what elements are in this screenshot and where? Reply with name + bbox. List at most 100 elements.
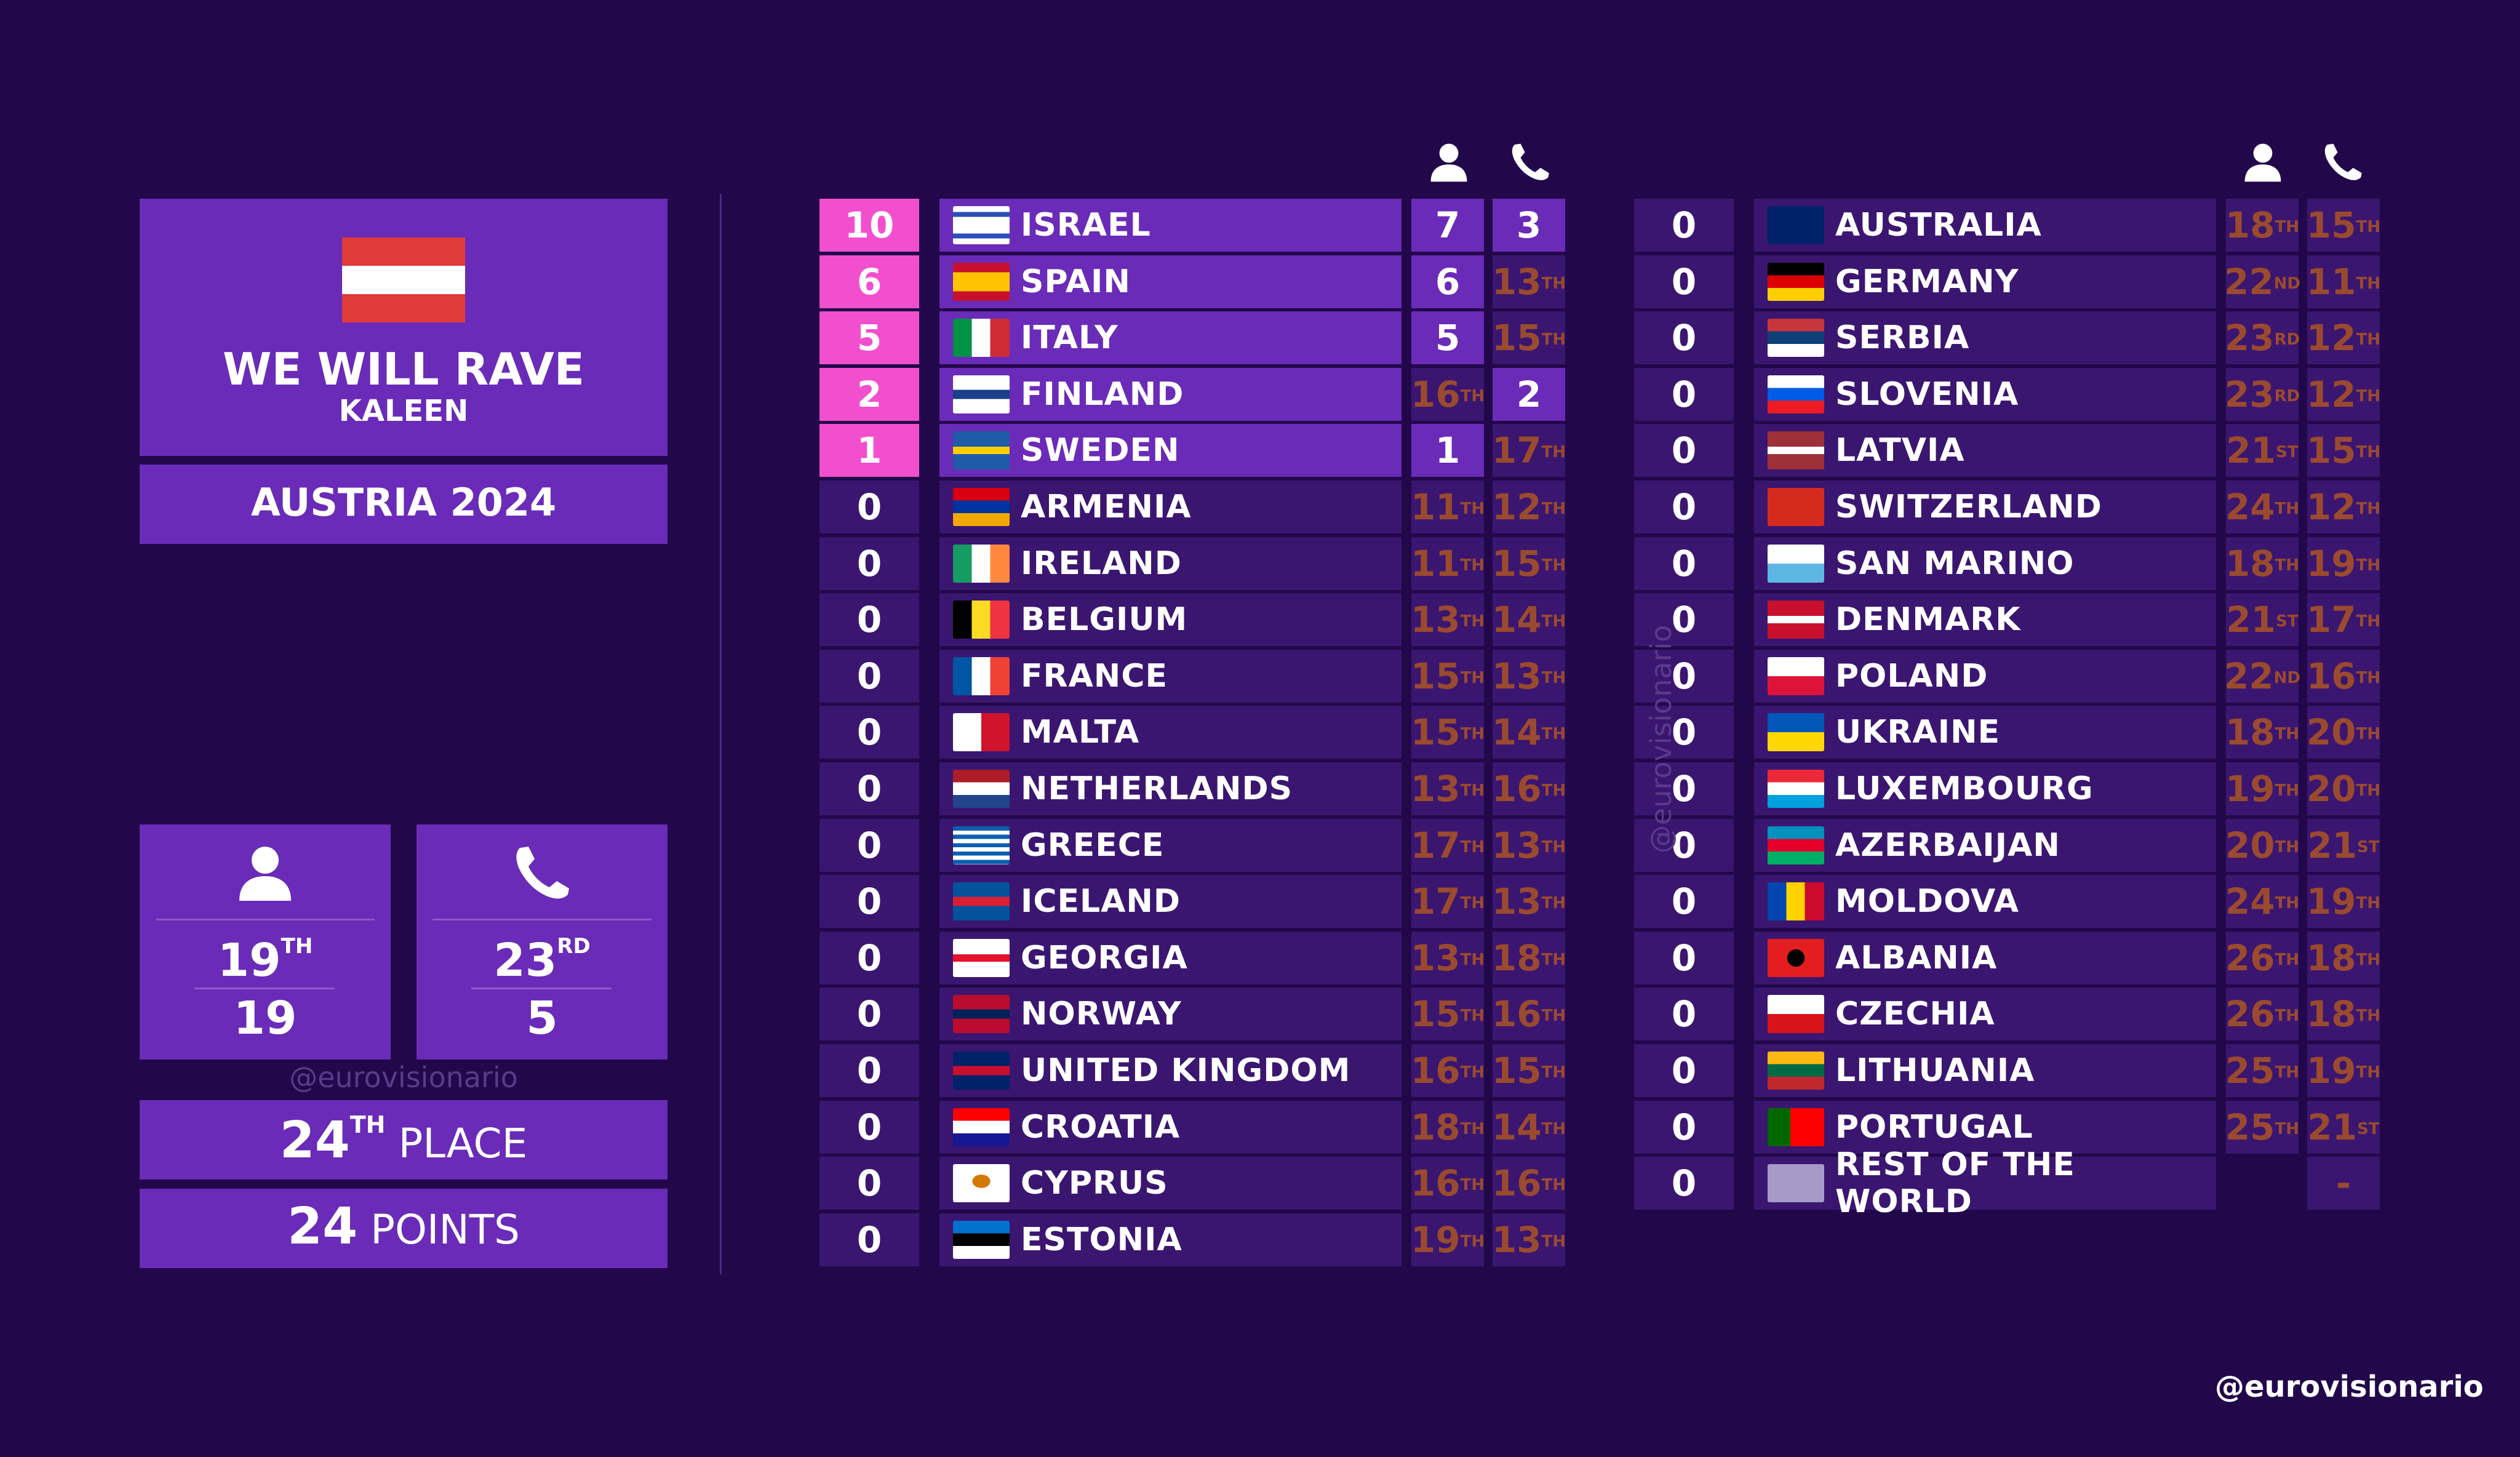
result-row: 1 SWEDEN 1 17 TH (819, 424, 1569, 477)
country-name: ITALY (1021, 319, 1118, 357)
country-cell: SLOVENIA (1754, 367, 2216, 421)
points-given: 0 (819, 537, 919, 590)
country-flag (1768, 601, 1824, 639)
country-cell: ESTONIA (939, 1213, 1402, 1266)
televote-rank-cell: 13 TH (1492, 818, 1566, 872)
jury-rank-cell: 25 TH (2225, 1044, 2299, 1097)
country-name: AZERBAIJAN (1835, 826, 2060, 864)
country-name: AUSTRALIA (1835, 207, 2042, 244)
country-name: SWITZERLAND (1835, 489, 2102, 525)
result-row: 0 ALBANIA 26 TH 18 TH (1634, 931, 2383, 984)
country-name: MALTA (1021, 714, 1140, 751)
country-cell: GEORGIA (939, 931, 1402, 984)
televote-rank-cell: 2 (1493, 367, 1565, 421)
result-row: 0 DENMARK 21 ST 17 TH (1634, 593, 2383, 647)
jury-rank-cell: 23 RD (2225, 367, 2300, 421)
points-given: 0 (1634, 1157, 1734, 1210)
watermark-corner: @eurovisionario (2215, 1370, 2484, 1404)
jury-rank-cell: 25 TH (2225, 1100, 2299, 1154)
country-flag (953, 601, 1010, 639)
country-flag (953, 938, 1010, 977)
jury-column-icon (2244, 143, 2281, 182)
televote-card (417, 824, 668, 1060)
total-points: 24 POINTS (287, 1197, 520, 1256)
televote-rank-cell: 16 TH (1492, 1157, 1566, 1210)
country-cell: ITALY (939, 311, 1402, 365)
jury-rank-cell: 11 TH (1411, 537, 1485, 590)
jury-rank-cell: 18 TH (2225, 537, 2299, 590)
televote-rank-cell: 13 TH (1492, 875, 1566, 928)
country-cell: PORTUGAL (1754, 1100, 2216, 1154)
country-flag (1768, 713, 1824, 752)
jury-rank-cell: 19 TH (2225, 762, 2299, 815)
country-flag (1768, 1108, 1824, 1146)
country-cell: DENMARK (1754, 593, 2216, 647)
points-given: 10 (819, 199, 919, 252)
jury-rank-cell: 15 TH (1411, 988, 1485, 1041)
televote-rank-cell: 13 TH (1492, 1213, 1566, 1266)
country-name: ISRAEL (1021, 207, 1151, 244)
points-given: 0 (819, 593, 919, 647)
points-card (140, 1189, 668, 1268)
country-cell: ARMENIA (939, 481, 1402, 533)
country-flag (1768, 319, 1824, 357)
result-row: 0 REST OF THE WORLD - (1634, 1146, 2383, 1220)
country-cell: CYPRUS (939, 1157, 1402, 1210)
country-cell: CROATIA (939, 1100, 1402, 1154)
points-given: 0 (1634, 424, 1734, 477)
jury-rank-cell: 17 TH (1411, 875, 1485, 928)
country-cell: IRELAND (939, 537, 1402, 590)
televote-rank-cell: 13 TH (1492, 255, 1566, 308)
points-given: 0 (819, 1213, 919, 1266)
country-name: UKRAINE (1835, 714, 2001, 751)
country-name: SAN MARINO (1835, 545, 2075, 582)
country-name: GREECE (1021, 826, 1165, 864)
country-flag (953, 375, 1010, 413)
country-cell: AUSTRALIA (1754, 199, 2216, 252)
country-cell: FRANCE (939, 649, 1402, 703)
televote-rank-cell: 14 TH (1492, 593, 1566, 647)
country-cell: UNITED KINGDOM (939, 1044, 1402, 1097)
result-row: 0 UKRAINE 18 TH 20 TH (1634, 706, 2383, 759)
country-cell: BELGIUM (939, 593, 1402, 647)
country-name: SERBIA (1835, 319, 1970, 357)
televote-rank-cell: 20 TH (2307, 706, 2380, 759)
country-flag (1768, 544, 1824, 583)
jury-rank-cell: 22 ND (2224, 255, 2300, 308)
country-name: CROATIA (1021, 1108, 1181, 1146)
jury-rank-cell: 13 TH (1411, 931, 1485, 984)
country-flag (1768, 1164, 1824, 1203)
points-given: 0 (819, 649, 919, 703)
country-name: PORTUGAL (1835, 1108, 2033, 1146)
country-flag (1768, 262, 1824, 301)
televote-rank-cell: 19 TH (2307, 875, 2380, 928)
place-card (140, 1100, 668, 1180)
result-row: 0 ARMENIA 11 TH 12 TH (819, 481, 1569, 533)
austria-flag (342, 238, 465, 322)
points-given: 0 (1634, 593, 1734, 647)
country-flag (1768, 431, 1824, 470)
country-name: REST OF THE WORLD (1835, 1146, 2075, 1221)
result-row: 0 AZERBAIJAN 20 TH 21 ST (1634, 818, 2383, 872)
televote-rank-cell: 12 TH (1492, 481, 1566, 533)
result-row: 5 ITALY 5 15 TH (819, 311, 1569, 365)
country-flag (953, 770, 1010, 808)
points-given: 0 (1634, 255, 1734, 308)
televote-rank-cell: 18 TH (2307, 988, 2380, 1041)
jury-rank-cell: 18 TH (2225, 706, 2299, 759)
result-row: 0 BELGIUM 13 TH 14 TH (819, 593, 1569, 647)
country-name: LITHUANIA (1835, 1052, 2035, 1089)
country-cell: UKRAINE (1754, 706, 2216, 759)
jury-rank-cell: 24 TH (2225, 481, 2299, 533)
divider (194, 988, 335, 989)
country-cell: AZERBAIJAN (1754, 818, 2216, 872)
televote-rank-cell: 15 TH (2307, 199, 2380, 252)
country-name: GEORGIA (1021, 939, 1188, 976)
country-name: ESTONIA (1021, 1221, 1182, 1258)
country-flag (953, 1164, 1010, 1203)
country-cell: SERBIA (1754, 311, 2216, 365)
country-flag (953, 657, 1010, 695)
country-flag (953, 1108, 1010, 1146)
points-given: 0 (819, 818, 919, 872)
result-row: 0 GERMANY 22 ND 11 TH (1634, 255, 2383, 308)
